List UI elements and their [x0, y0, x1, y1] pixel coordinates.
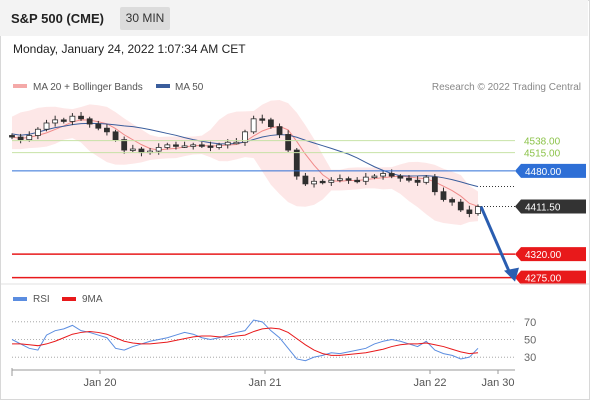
timeframe-button[interactable]: 30 MIN [120, 7, 170, 30]
candle [129, 148, 136, 151]
rsi-tick-label: 50 [524, 335, 536, 347]
ma50-legend-swatch [156, 84, 170, 88]
candle [423, 176, 430, 183]
bb-legend-swatch [13, 84, 27, 88]
candle [224, 141, 231, 146]
candle [328, 179, 335, 183]
candle [52, 119, 59, 124]
candle [104, 127, 110, 133]
rsi-ma9-line [12, 327, 479, 356]
header-bar: S&P 500 (CME) 30 MIN [0, 0, 588, 36]
x-tick-label: Jan 30 [481, 377, 514, 389]
candle [345, 178, 352, 181]
rsi-line [11, 319, 479, 362]
candle [354, 179, 361, 183]
candle [380, 173, 386, 177]
candle [267, 119, 274, 128]
rsi-tick-label: 30 [524, 352, 536, 364]
candle [60, 119, 67, 122]
candle [285, 134, 292, 151]
level-label: 4320.00 [525, 250, 562, 261]
candle [26, 135, 33, 141]
candle [414, 179, 421, 183]
candle [449, 199, 456, 203]
level-tag-dark [515, 199, 586, 214]
candle [475, 206, 481, 214]
level-tag-red [515, 270, 586, 285]
candle [9, 135, 15, 138]
candle [293, 149, 300, 177]
candle [155, 147, 162, 152]
candle [95, 123, 102, 129]
candle [86, 118, 93, 125]
candle [371, 175, 378, 178]
candle [440, 191, 447, 200]
x-tick-label: Jan 20 [83, 377, 116, 389]
rsi-legend-swatch [13, 297, 27, 301]
candle [34, 128, 41, 136]
datetime-label: Monday, January 24, 2022 1:07:34 AM CET [13, 42, 246, 56]
ma50-legend-label: MA 50 [175, 82, 204, 93]
x-tick-label: Jan 22 [413, 377, 446, 389]
candle [121, 139, 128, 151]
bb-legend-label: MA 20 + Bollinger Bands [33, 82, 143, 93]
rsi-tick-label: 70 [524, 317, 536, 329]
candle [216, 144, 223, 148]
candle [457, 201, 464, 211]
candle [302, 175, 309, 185]
rsi-legend-label: RSI [33, 294, 50, 305]
candle [397, 175, 404, 179]
candle [173, 144, 179, 147]
ma9-legend-label: 9MA [82, 294, 103, 305]
level-label: 4538.00 [524, 137, 561, 148]
candle [242, 131, 248, 143]
candle [319, 180, 326, 184]
candle [259, 118, 266, 121]
candle [388, 173, 395, 177]
credit-label: Research © 2022 Trading Central [432, 82, 581, 93]
level-label: 4275.00 [525, 274, 562, 285]
candle [138, 148, 145, 154]
level-label: 4411.50 [525, 203, 561, 214]
candle [466, 209, 473, 214]
level-tag-red [515, 247, 586, 262]
candle [112, 131, 119, 141]
candle [78, 115, 84, 120]
candle [207, 145, 214, 148]
candle [362, 176, 369, 182]
forecast-arrow-head [504, 267, 519, 282]
candle [311, 180, 317, 185]
candle [198, 144, 205, 147]
candle [69, 115, 76, 122]
candle [17, 136, 24, 141]
candle [190, 144, 197, 147]
candle [250, 118, 257, 133]
instrument-title: S&P 500 (CME) [11, 11, 104, 26]
candle [406, 177, 412, 181]
candle [431, 176, 438, 193]
ma9-legend-swatch [62, 297, 76, 301]
x-tick-label: Jan 21 [248, 377, 281, 389]
candle [181, 145, 188, 148]
candle [276, 126, 283, 135]
bollinger-band [12, 99, 478, 226]
level-tag-blue [515, 163, 586, 178]
forecast-arrow-line [479, 205, 512, 275]
candle [337, 178, 343, 181]
candle [164, 144, 171, 148]
candle [233, 141, 240, 145]
level-label: 4480.00 [525, 167, 562, 178]
level-label: 4515.00 [524, 149, 561, 160]
candle [43, 122, 50, 130]
